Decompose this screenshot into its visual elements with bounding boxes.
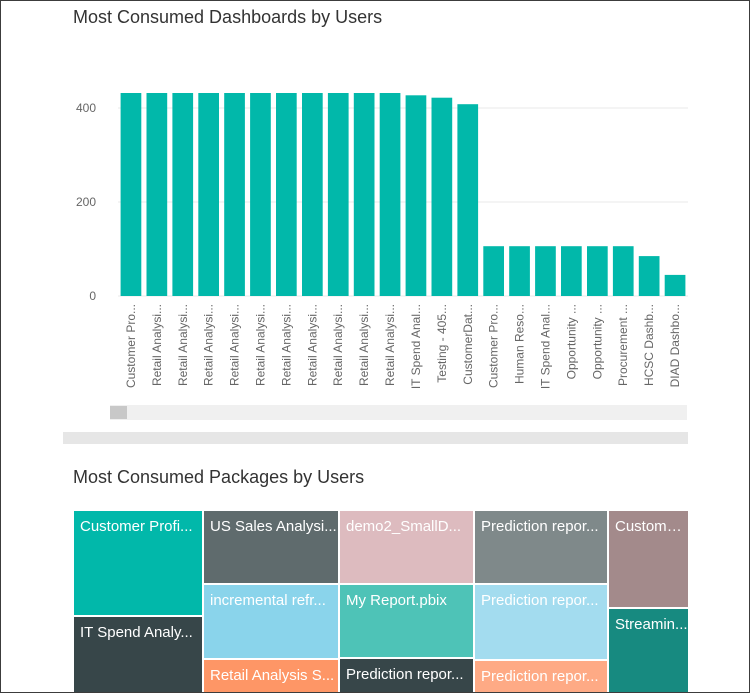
- treemap-tile[interactable]: My Report.pbix: [339, 584, 474, 658]
- tile-label: demo2_SmallD...: [346, 518, 462, 535]
- bar[interactable]: [276, 93, 297, 296]
- x-tick-label: Retail Analysi...: [383, 304, 397, 386]
- treemap-tile[interactable]: Retail Analysis S...: [203, 659, 339, 692]
- x-tick-label: IT Spend Anal...: [539, 304, 553, 389]
- x-tick-label: Retail Analysi...: [254, 304, 268, 386]
- tile-label: incremental refr...: [210, 592, 326, 609]
- treemap-tile[interactable]: IT Spend Analy...: [73, 616, 203, 692]
- x-tick-label: Retail Analysi...: [305, 304, 319, 386]
- packages-treemap: Customer Profi... IT Spend Analy... US S…: [73, 510, 689, 692]
- x-tick-label: Customer Pro...: [124, 304, 138, 388]
- dashboards-bar-chart: 0 200 400 Customer Pro... Retail Analysi... R…: [76, 93, 688, 389]
- tile-label: Retail Analysis S...: [210, 667, 335, 684]
- treemap-tile[interactable]: incremental refr...: [203, 584, 339, 659]
- chart-scrollbar-track[interactable]: [110, 405, 687, 420]
- x-tick-label: IT Spend Anal...: [409, 304, 423, 389]
- bar[interactable]: [664, 274, 686, 296]
- treemap-tile[interactable]: Prediction repor...: [474, 584, 608, 660]
- y-tick-label: 0: [89, 289, 96, 303]
- x-tick-label: Retail Analysi...: [279, 304, 293, 386]
- treemap-tile[interactable]: demo2_SmallD...: [339, 510, 474, 584]
- treemap-tile[interactable]: Prediction repor...: [474, 510, 608, 584]
- x-tick-label: DIAD Dashbo...: [668, 304, 682, 387]
- treemap-tile[interactable]: US Sales Analysi...: [203, 510, 339, 584]
- tile-label: IT Spend Analy...: [80, 624, 193, 641]
- bar[interactable]: [561, 246, 582, 296]
- bar[interactable]: [509, 246, 530, 296]
- bar[interactable]: [379, 93, 401, 296]
- tile-label: Streamin...: [615, 616, 688, 633]
- bar[interactable]: [535, 246, 556, 296]
- chart-scrollbar-thumb[interactable]: [110, 406, 127, 419]
- bar[interactable]: [250, 93, 271, 296]
- bar[interactable]: [457, 104, 479, 296]
- x-tick-label: Retail Analysi...: [150, 304, 164, 386]
- x-tick-label: Opportunity ...: [564, 304, 578, 379]
- x-tick-label: CustomerDat...: [461, 304, 475, 385]
- y-tick-label: 400: [76, 101, 96, 115]
- treemap-tile[interactable]: Prediction repor...: [339, 658, 474, 692]
- bar[interactable]: [302, 93, 323, 296]
- bar[interactable]: [612, 246, 634, 296]
- bar[interactable]: [224, 93, 245, 296]
- bar[interactable]: [431, 97, 453, 296]
- tile-label: CustomVi...: [615, 518, 688, 535]
- dashboards-chart-title: Most Consumed Dashboards by Users: [73, 7, 383, 27]
- tile-label: Prediction repor...: [481, 518, 599, 535]
- bar[interactable]: [120, 93, 142, 296]
- bar[interactable]: [638, 256, 660, 296]
- x-tick-label: Opportunity ...: [590, 304, 604, 379]
- x-tick-label: Retail Analysi...: [176, 304, 190, 386]
- tile-label: Prediction repor...: [481, 668, 599, 685]
- treemap-tile[interactable]: Streamin...: [608, 608, 689, 692]
- bar[interactable]: [327, 93, 349, 296]
- treemap-tile[interactable]: Customer Profi...: [73, 510, 203, 616]
- x-tick-label: Retail Analysi...: [331, 304, 345, 386]
- tile-label: Prediction repor...: [481, 592, 599, 609]
- x-tick-label: HCSC Dashb...: [642, 304, 656, 386]
- x-tick-label: Customer Pro...: [487, 304, 501, 388]
- tile-label: US Sales Analysi...: [210, 518, 337, 535]
- bar[interactable]: [198, 93, 219, 296]
- x-tick-label: Human Reso...: [513, 304, 527, 384]
- treemap-tile[interactable]: Prediction repor...: [474, 660, 608, 692]
- bar[interactable]: [405, 95, 427, 296]
- bar[interactable]: [353, 93, 375, 296]
- tile-label: My Report.pbix: [346, 592, 447, 609]
- bar[interactable]: [172, 93, 194, 296]
- visual-divider: [63, 432, 688, 444]
- packages-treemap-title: Most Consumed Packages by Users: [73, 467, 365, 487]
- x-tick-label: Retail Analysi...: [357, 304, 371, 386]
- x-tick-label: Retail Analysi...: [202, 304, 216, 386]
- bar[interactable]: [483, 246, 504, 296]
- bar[interactable]: [146, 93, 168, 296]
- tile-label: Customer Profi...: [80, 518, 193, 535]
- treemap-tile[interactable]: CustomVi...: [608, 510, 689, 608]
- x-tick-label: Testing - 405...: [435, 304, 449, 383]
- y-tick-label: 200: [76, 195, 96, 209]
- x-tick-label: Retail Analysi...: [228, 304, 242, 386]
- bar[interactable]: [587, 246, 608, 296]
- tile-label: Prediction repor...: [346, 666, 464, 683]
- x-tick-label: Procurement ...: [616, 304, 630, 386]
